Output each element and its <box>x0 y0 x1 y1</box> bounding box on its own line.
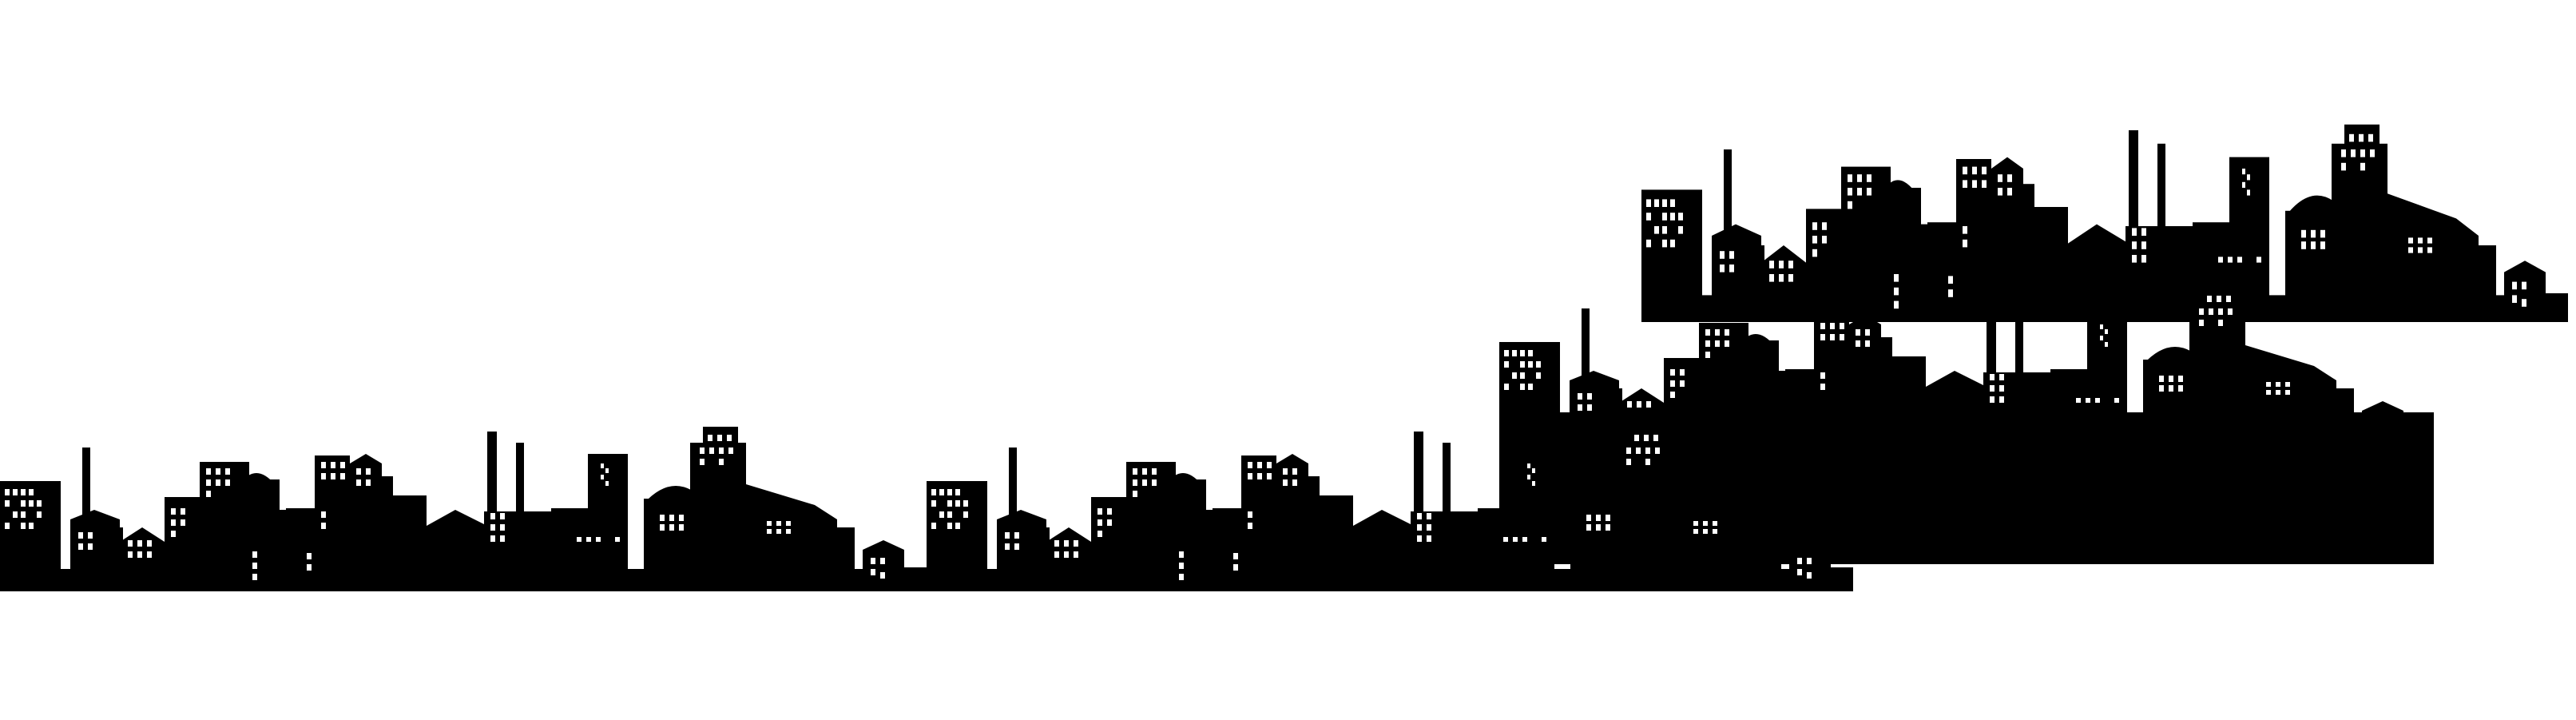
skyline-strip-back <box>1641 124 2568 322</box>
skyline-strip-front <box>0 427 927 591</box>
